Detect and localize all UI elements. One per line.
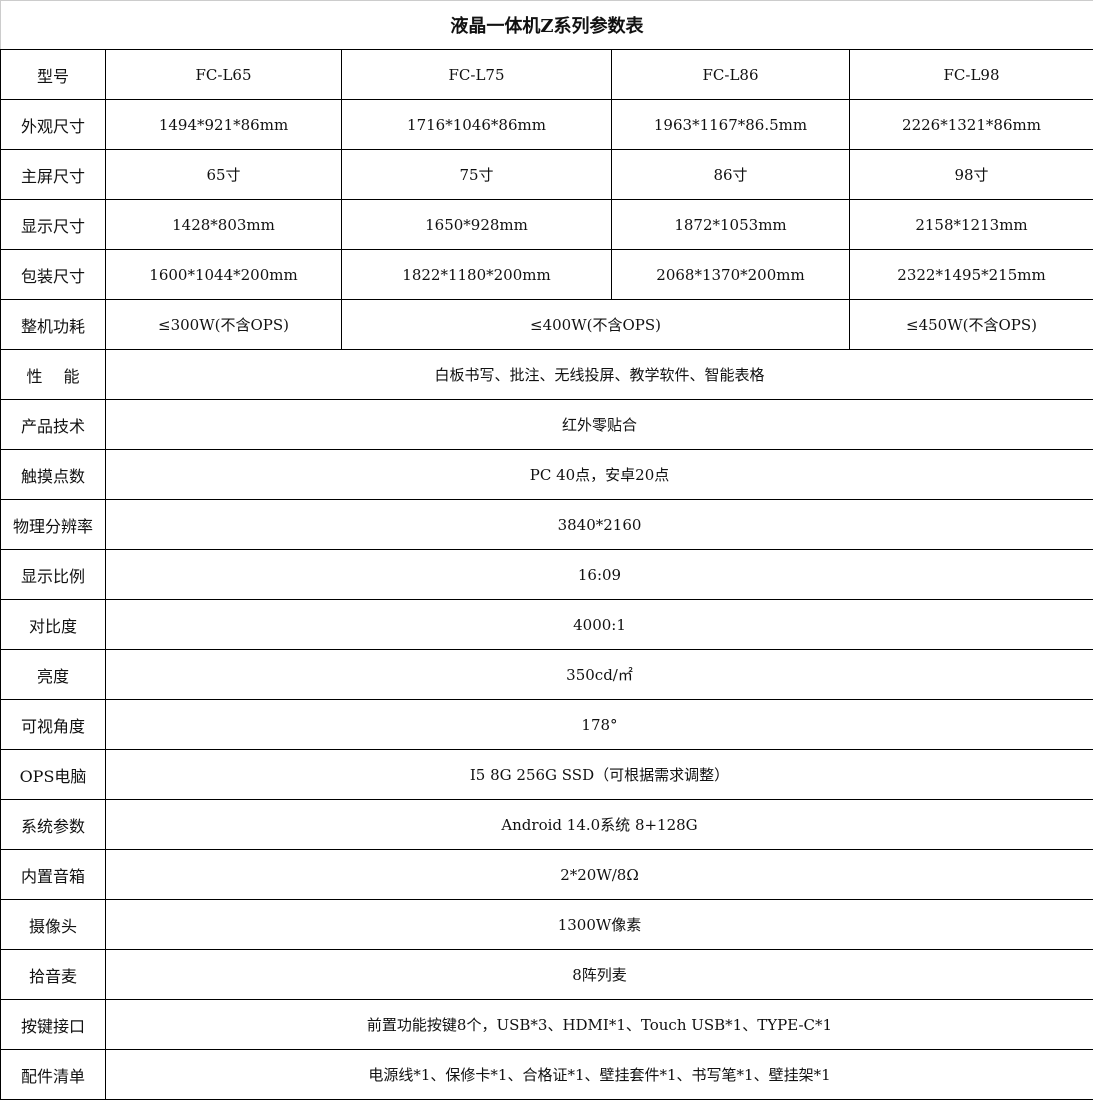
value-cell: 1963*1167*86.5mm — [611, 99, 850, 150]
table-row: 产品技术 红外零贴合 — [0, 399, 1093, 450]
row-label: 产品技术 — [0, 399, 106, 450]
table-row: 按键接口 前置功能按键8个，USB*3、HDMI*1、Touch USB*1、TY… — [0, 999, 1093, 1050]
value-cell: 1600*1044*200mm — [105, 249, 342, 300]
value-cell: 16:09 — [105, 549, 1093, 600]
model-cell: FC-L65 — [105, 49, 342, 100]
row-label: 配件清单 — [0, 1049, 106, 1100]
row-label: OPS电脑 — [0, 749, 106, 800]
header-row: 型号 FC-L65 FC-L75 FC-L86 FC-L98 — [0, 49, 1093, 100]
row-label: 显示尺寸 — [0, 199, 106, 250]
row-label: 包装尺寸 — [0, 249, 106, 300]
row-label: 型号 — [0, 49, 106, 100]
row-label: 物理分辨率 — [0, 499, 106, 550]
value-cell: ≤450W(不含OPS) — [849, 299, 1093, 350]
table-row: 显示尺寸 1428*803mm 1650*928mm 1872*1053mm 2158*… — [0, 199, 1093, 250]
value-cell: 红外零贴合 — [105, 399, 1093, 450]
value-cell: 178° — [105, 699, 1093, 750]
value-cell: 白板书写、批注、无线投屏、教学软件、智能表格 — [105, 349, 1093, 400]
value-cell: 电源线*1、保修卡*1、合格证*1、壁挂套件*1、书写笔*1、壁挂架*1 — [105, 1049, 1093, 1100]
row-label: 可视角度 — [0, 699, 106, 750]
value-cell: 86寸 — [611, 149, 850, 200]
value-cell: 1872*1053mm — [611, 199, 850, 250]
value-cell: 1494*921*86mm — [105, 99, 342, 150]
row-label: 按键接口 — [0, 999, 106, 1050]
title-row: 液晶一体机Z系列参数表 — [0, 0, 1093, 50]
table-row: 拾音麦 8阵列麦 — [0, 949, 1093, 1000]
value-cell: 1716*1046*86mm — [341, 99, 612, 150]
value-cell: Android 14.0系统 8+128G — [105, 799, 1093, 850]
table-title: 液晶一体机Z系列参数表 — [0, 0, 1093, 50]
row-label: 主屏尺寸 — [0, 149, 106, 200]
value-cell: 4000:1 — [105, 599, 1093, 650]
row-label: 整机功耗 — [0, 299, 106, 350]
value-cell: 2*20W/8Ω — [105, 849, 1093, 900]
value-cell: 前置功能按键8个，USB*3、HDMI*1、Touch USB*1、TYPE-C… — [105, 999, 1093, 1050]
value-cell: ≤300W(不含OPS) — [105, 299, 342, 350]
row-label: 触摸点数 — [0, 449, 106, 500]
row-label: 对比度 — [0, 599, 106, 650]
value-cell: 1822*1180*200mm — [341, 249, 612, 300]
value-cell: 1428*803mm — [105, 199, 342, 250]
table-row: 内置音箱 2*20W/8Ω — [0, 849, 1093, 900]
table-row: 物理分辨率 3840*2160 — [0, 499, 1093, 550]
row-label: 亮度 — [0, 649, 106, 700]
value-cell: 75寸 — [341, 149, 612, 200]
value-cell: I5 8G 256G SSD（可根据需求调整） — [105, 749, 1093, 800]
value-cell: 3840*2160 — [105, 499, 1093, 550]
row-label: 系统参数 — [0, 799, 106, 850]
table-row: 摄像头 1300W像素 — [0, 899, 1093, 950]
value-cell: 8阵列麦 — [105, 949, 1093, 1000]
value-cell: 2068*1370*200mm — [611, 249, 850, 300]
table-row: 包装尺寸 1600*1044*200mm 1822*1180*200mm 2068*1… — [0, 249, 1093, 300]
value-cell: 2226*1321*86mm — [849, 99, 1093, 150]
row-label: 性 能 — [0, 349, 106, 400]
value-cell: 2158*1213mm — [849, 199, 1093, 250]
value-cell: 65寸 — [105, 149, 342, 200]
model-cell: FC-L98 — [849, 49, 1093, 100]
table-row: 配件清单 电源线*1、保修卡*1、合格证*1、壁挂套件*1、书写笔*1、壁挂架*1 — [0, 1049, 1093, 1100]
table-row: OPS电脑 I5 8G 256G SSD（可根据需求调整） — [0, 749, 1093, 800]
table-row: 可视角度 178° — [0, 699, 1093, 750]
table-row: 触摸点数 PC 40点，安卓20点 — [0, 449, 1093, 500]
table-row: 系统参数 Android 14.0系统 8+128G — [0, 799, 1093, 850]
model-cell: FC-L86 — [611, 49, 850, 100]
value-cell: 2322*1495*215mm — [849, 249, 1093, 300]
table-row: 显示比例 16:09 — [0, 549, 1093, 600]
row-label: 摄像头 — [0, 899, 106, 950]
value-cell: ≤400W(不含OPS) — [341, 299, 850, 350]
value-cell: 1650*928mm — [341, 199, 612, 250]
table-row: 对比度 4000:1 — [0, 599, 1093, 650]
row-label: 拾音麦 — [0, 949, 106, 1000]
row-label: 显示比例 — [0, 549, 106, 600]
table-row: 整机功耗 ≤300W(不含OPS) ≤400W(不含OPS) ≤450W(不含OPS) — [0, 299, 1093, 350]
value-cell: 350cd/㎡ — [105, 649, 1093, 700]
row-label: 内置音箱 — [0, 849, 106, 900]
table-row: 主屏尺寸 65寸 75寸 86寸 98寸 — [0, 149, 1093, 200]
value-cell: 1300W像素 — [105, 899, 1093, 950]
table-row: 性 能白板书写、批注、无线投屏、教学软件、智能表格 — [0, 349, 1093, 400]
table-row: 亮度 350cd/㎡ — [0, 649, 1093, 700]
table-row: 外观尺寸 1494*921*86mm 1716*1046*86mm 1963*1167… — [0, 99, 1093, 150]
row-label: 外观尺寸 — [0, 99, 106, 150]
value-cell: 98寸 — [849, 149, 1093, 200]
value-cell: PC 40点，安卓20点 — [105, 449, 1093, 500]
model-cell: FC-L75 — [341, 49, 612, 100]
